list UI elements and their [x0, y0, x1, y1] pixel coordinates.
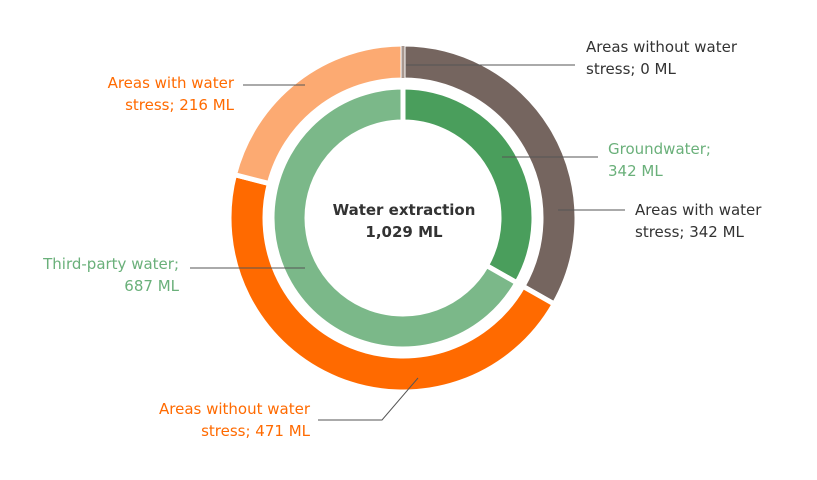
label-line2: stress; 342 ML	[635, 223, 744, 241]
label-groundwater: Groundwater; 342 ML	[608, 138, 711, 182]
center-label: Water extraction 1,029 ML	[304, 199, 504, 243]
outer-slice-3	[231, 41, 406, 187]
outer-ring	[226, 41, 580, 395]
label-areas-with-stress-216: Areas with water stress; 216 ML	[108, 72, 234, 116]
leader-lines	[190, 64, 625, 421]
label-line1: Groundwater;	[608, 140, 711, 158]
label-areas-with-stress-342: Areas with water stress; 342 ML	[635, 199, 761, 243]
label-line2: 687 ML	[124, 277, 179, 295]
inner-slice-1	[269, 84, 521, 352]
label-areas-without-stress-0: Areas without water stress; 0 ML	[586, 36, 737, 80]
label-line1: Areas without water	[586, 38, 737, 56]
inner-ring	[269, 84, 537, 352]
label-line2: stress; 0 ML	[586, 60, 676, 78]
center-title: Water extraction	[332, 201, 476, 219]
label-line1: Third-party water;	[43, 255, 179, 273]
center-value: 1,029 ML	[365, 223, 443, 241]
label-line2: stress; 471 ML	[201, 422, 310, 440]
label-line1: Areas without water	[159, 400, 310, 418]
label-line2: 342 ML	[608, 162, 663, 180]
label-line2: stress; 216 ML	[125, 96, 234, 114]
label-line1: Areas with water	[635, 201, 762, 219]
label-areas-without-stress-471: Areas without water stress; 471 ML	[159, 398, 310, 442]
outer-slice-2	[226, 171, 558, 395]
leader-outer-2	[318, 377, 419, 421]
label-third-party-water: Third-party water; 687 ML	[43, 253, 179, 297]
label-line1: Areas with water	[107, 74, 234, 92]
